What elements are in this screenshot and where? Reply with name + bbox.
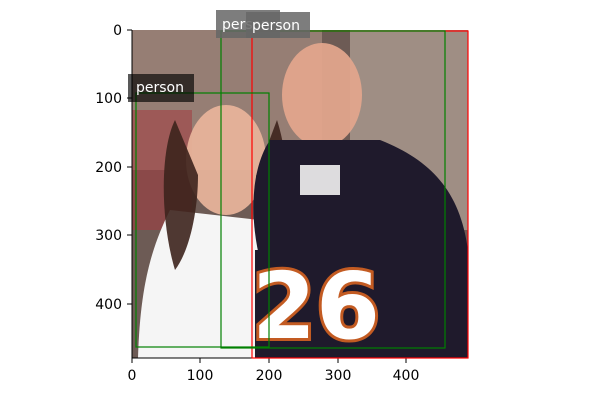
y-tick-300: 300: [95, 228, 122, 244]
y-tick-400: 400: [95, 297, 122, 313]
x-tick-300: 300: [325, 368, 352, 384]
x-tick-200: 200: [256, 368, 283, 384]
detection-labels: person person person: [128, 10, 310, 102]
bounding-boxes: [135, 30, 469, 359]
bbox-person-2: [135, 92, 270, 348]
x-tick-100: 100: [187, 368, 214, 384]
y-tick-200: 200: [95, 160, 122, 176]
label-person-3: person: [136, 80, 184, 96]
y-tick-100: 100: [95, 91, 122, 107]
y-tick-0: 0: [113, 23, 122, 39]
label-bg-3: [128, 74, 194, 102]
y-axis: 0 100 200 300 400: [95, 23, 133, 358]
jersey-number: 26: [252, 253, 380, 360]
label-person-2: person: [252, 18, 300, 34]
bbox-person-3: [220, 30, 446, 349]
x-tick-0: 0: [128, 368, 137, 384]
photo: 26: [132, 30, 468, 363]
x-tick-400: 400: [393, 368, 420, 384]
x-axis: 0 100 200 300 400: [128, 357, 468, 384]
label-bg-2: [246, 12, 310, 38]
